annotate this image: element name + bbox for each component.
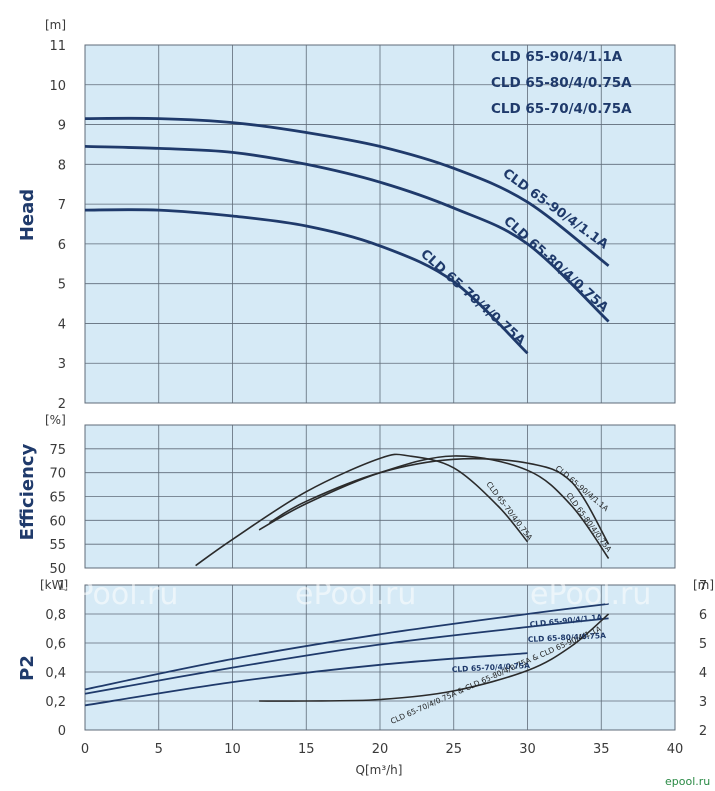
efficiency-axis-title: Efficiency (17, 443, 38, 540)
p2-right-tick-label: 7 (699, 579, 707, 594)
p2-unit-label: [kW] (40, 578, 68, 592)
head-y-tick-label: 5 (58, 278, 66, 293)
head-y-tick-label: 8 (58, 158, 66, 173)
head-axis-title: Head (17, 189, 38, 241)
head-y-tick-label: 10 (49, 79, 66, 94)
p2-right-tick-label: 3 (699, 695, 707, 710)
x-tick-label: 25 (445, 742, 462, 757)
head-y-tick-label: 9 (58, 119, 66, 134)
efficiency-curve-3 (268, 457, 610, 545)
head-unit-label: [m] (45, 18, 66, 32)
x-axis-label: Q[m³/h] (356, 763, 403, 777)
x-tick-label: 0 (81, 742, 89, 757)
x-tick-label: 20 (372, 742, 389, 757)
efficiency-y-tick-label: 50 (49, 562, 66, 577)
x-tick-label: 5 (155, 742, 163, 757)
p2-y-tick-label: 1 (58, 579, 66, 594)
p2-curve-4 (259, 613, 610, 702)
efficiency-curve-1 (195, 453, 529, 567)
head-y-tick-label: 11 (49, 39, 66, 54)
p2-curve-3 (84, 652, 528, 707)
grid-lines (84, 44, 676, 731)
head-curve-3 (84, 208, 529, 355)
efficiency-unit-label: [%] (45, 413, 66, 427)
head-y-tick-label: 4 (58, 317, 66, 332)
p2-y-tick-label: 0,2 (45, 695, 66, 710)
watermark-1: ePool.ru (57, 577, 178, 612)
head-curve-1 (84, 116, 610, 267)
p2-curve-label-3: CLD 65-70/4/0.75A (452, 661, 531, 674)
watermark-2: ePool.ru (295, 577, 416, 612)
plot-border-2 (84, 424, 676, 569)
p2-axis-title: P2 (17, 655, 38, 681)
p2-y-tick-label: 0,4 (45, 666, 66, 681)
efficiency-y-tick-label: 55 (49, 538, 66, 553)
efficiency-y-tick-label: 75 (49, 443, 66, 458)
head-y-tick-label: 2 (58, 397, 66, 412)
legend-entry-1: CLD 65-90/4/1.1A (491, 49, 623, 65)
x-tick-label: 35 (593, 742, 610, 757)
head-y-tick-label: 7 (58, 198, 66, 213)
efficiency-y-tick-label: 60 (49, 514, 66, 529)
p2-curve-label-2: CLD 65-80/4/0.75A (528, 631, 607, 644)
legend-entry-2: CLD 65-80/4/0.75A (491, 75, 632, 91)
data-curves (84, 116, 610, 707)
x-tick-label: 15 (298, 742, 315, 757)
watermark-3: ePool.ru (530, 577, 651, 612)
plot-border-1 (84, 44, 676, 404)
efficiency-curve-2 (258, 455, 610, 559)
x-tick-label: 30 (519, 742, 536, 757)
legend-entry-3: CLD 65-70/4/0.75A (491, 101, 632, 117)
watermark-corner: epool.ru (665, 775, 710, 788)
p2-right-tick-label: 6 (699, 608, 707, 623)
plot-border-3 (84, 584, 676, 731)
p2-curve-2 (84, 617, 609, 695)
head-curve-2 (84, 145, 610, 323)
x-tick-label: 40 (667, 742, 684, 757)
head-y-tick-label: 3 (58, 357, 66, 372)
p2-right-tick-label: 2 (699, 724, 707, 739)
x-tick-label: 10 (224, 742, 241, 757)
p2-right-unit-label: [m] (693, 578, 714, 592)
p2-curve-1 (84, 603, 609, 691)
efficiency-y-tick-label: 70 (49, 467, 66, 482)
p2-right-tick-label: 5 (699, 637, 707, 652)
p2-y-tick-label: 0,6 (45, 637, 66, 652)
p2-y-tick-label: 0 (58, 724, 66, 739)
p2-right-tick-label: 4 (699, 666, 707, 681)
head-y-tick-label: 6 (58, 238, 66, 253)
efficiency-y-tick-label: 65 (49, 491, 66, 506)
p2-y-tick-label: 0,8 (45, 608, 66, 623)
